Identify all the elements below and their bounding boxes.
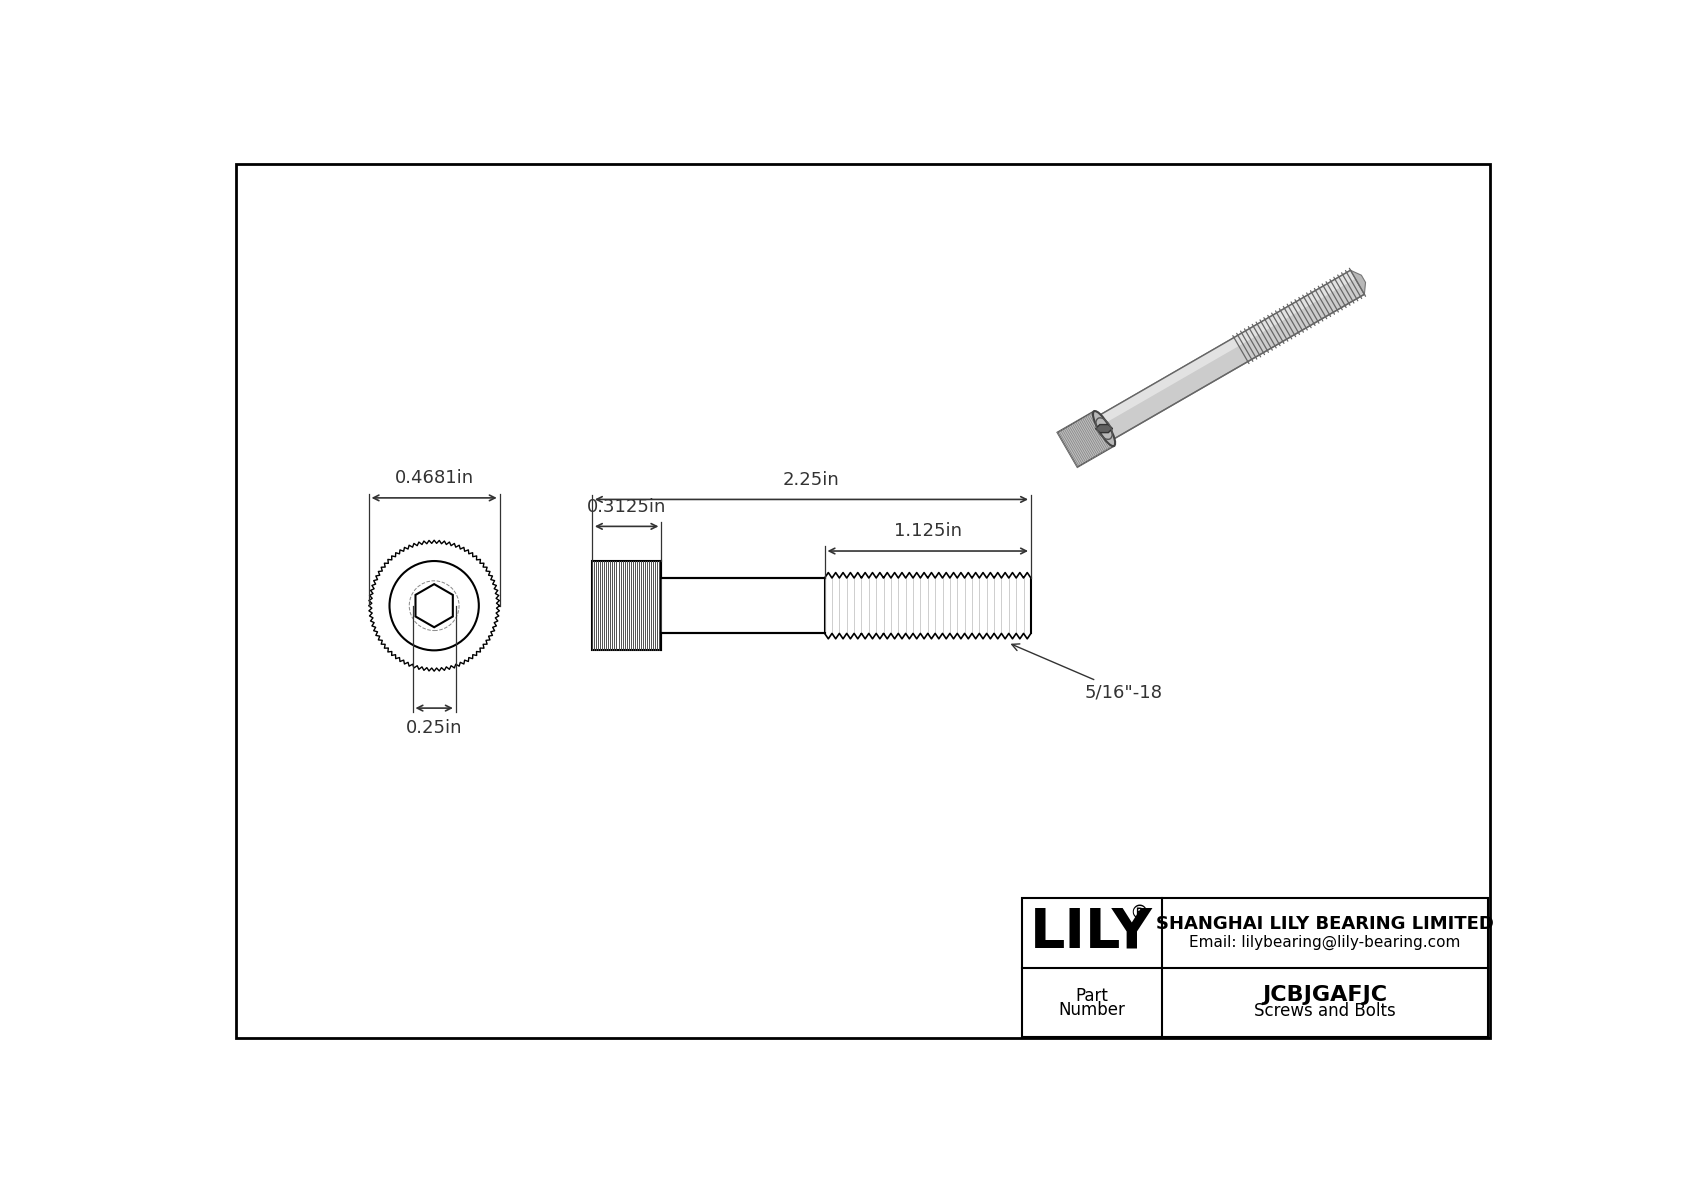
Text: 1.125in: 1.125in (894, 522, 962, 541)
Bar (662, 578, 825, 634)
Ellipse shape (1093, 411, 1115, 447)
Bar (1022, 898, 1489, 1037)
Circle shape (389, 561, 478, 650)
Polygon shape (1058, 411, 1115, 467)
Bar (593, 561, 662, 650)
Text: JCBJGAFJC: JCBJGAFJC (1263, 985, 1388, 1004)
Polygon shape (1098, 270, 1356, 425)
Polygon shape (1351, 270, 1366, 294)
Text: 0.4681in: 0.4681in (394, 469, 473, 487)
Polygon shape (1096, 424, 1113, 432)
Polygon shape (416, 584, 453, 628)
Text: 0.3125in: 0.3125in (588, 498, 667, 516)
Polygon shape (1098, 270, 1364, 441)
Text: Email: lilybearing@lily-bearing.com: Email: lilybearing@lily-bearing.com (1189, 935, 1460, 949)
Text: 0.25in: 0.25in (406, 719, 463, 737)
Text: Screws and Bolts: Screws and Bolts (1255, 1003, 1396, 1021)
Text: Part: Part (1076, 987, 1108, 1005)
Text: 2.25in: 2.25in (783, 470, 840, 488)
Text: SHANGHAI LILY BEARING LIMITED: SHANGHAI LILY BEARING LIMITED (1157, 915, 1494, 933)
Text: Number: Number (1058, 1000, 1125, 1019)
Text: 5/16"-18: 5/16"-18 (1012, 644, 1164, 701)
Text: ®: ® (1130, 904, 1148, 923)
Text: LILY: LILY (1031, 906, 1154, 960)
